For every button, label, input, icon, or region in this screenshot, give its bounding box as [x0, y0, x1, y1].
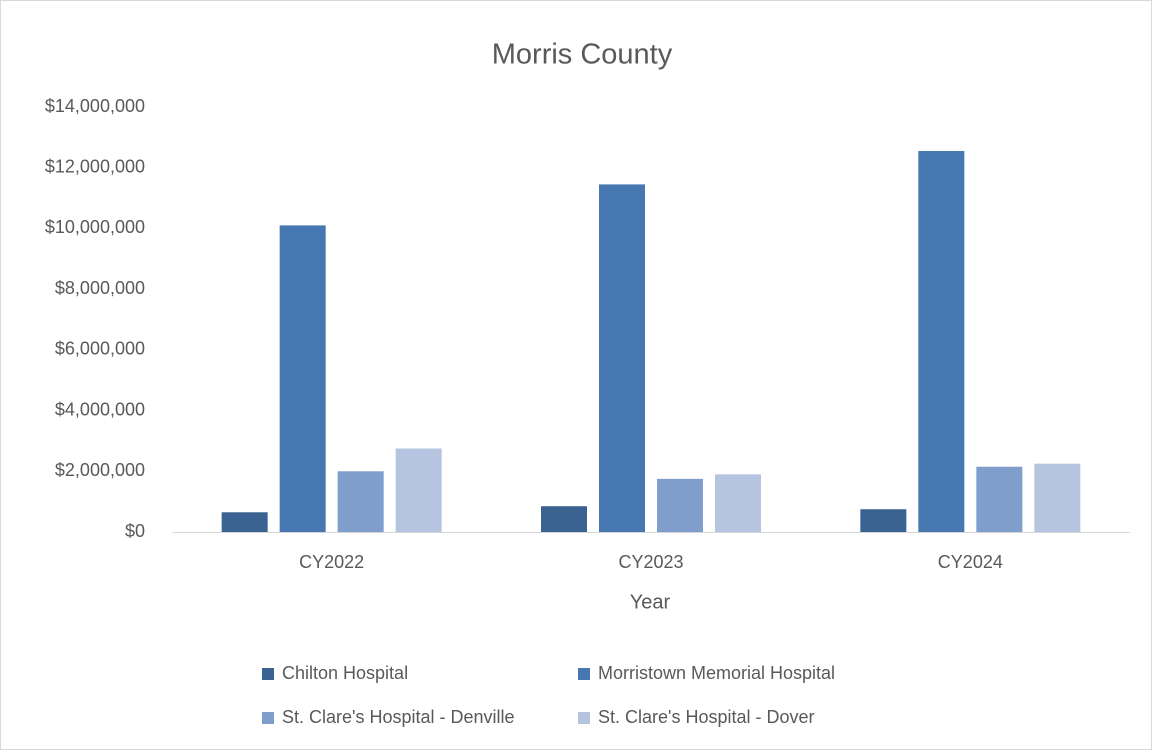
- bar: [918, 151, 965, 532]
- x-axis-title: Year: [630, 591, 671, 613]
- bar: [599, 184, 645, 533]
- legend-label: Morristown Memorial Hospital: [598, 663, 835, 683]
- y-tick-label: $10,000,000: [45, 217, 145, 237]
- x-tick-label: CY2023: [618, 552, 683, 572]
- legend-label: Chilton Hospital: [282, 663, 408, 683]
- bar: [976, 466, 1023, 532]
- bar: [221, 512, 268, 532]
- legend-swatch: [578, 712, 590, 724]
- bar: [860, 509, 907, 532]
- bar: [279, 225, 326, 532]
- bar: [657, 478, 703, 532]
- y-tick-label: $0: [125, 521, 145, 541]
- legend-swatch: [262, 668, 274, 680]
- y-tick-label: $14,000,000: [45, 96, 145, 116]
- bar: [1034, 463, 1081, 532]
- bar: [337, 471, 384, 532]
- y-tick-label: $12,000,000: [45, 156, 145, 176]
- bar: [715, 474, 761, 532]
- legend-swatch: [578, 668, 590, 680]
- y-tick-label: $4,000,000: [55, 399, 145, 419]
- x-tick-label: CY2022: [299, 552, 364, 572]
- y-tick-label: $8,000,000: [55, 278, 145, 298]
- x-tick-label: CY2024: [938, 552, 1003, 572]
- chart-title: Morris County: [492, 39, 673, 71]
- legend-swatch: [262, 712, 274, 724]
- legend-label: St. Clare's Hospital - Dover: [598, 707, 815, 727]
- y-tick-label: $6,000,000: [55, 339, 145, 359]
- bar: [541, 506, 587, 532]
- legend-label: St. Clare's Hospital - Denville: [282, 707, 515, 727]
- y-tick-label: $2,000,000: [55, 460, 145, 480]
- bar: [395, 448, 442, 532]
